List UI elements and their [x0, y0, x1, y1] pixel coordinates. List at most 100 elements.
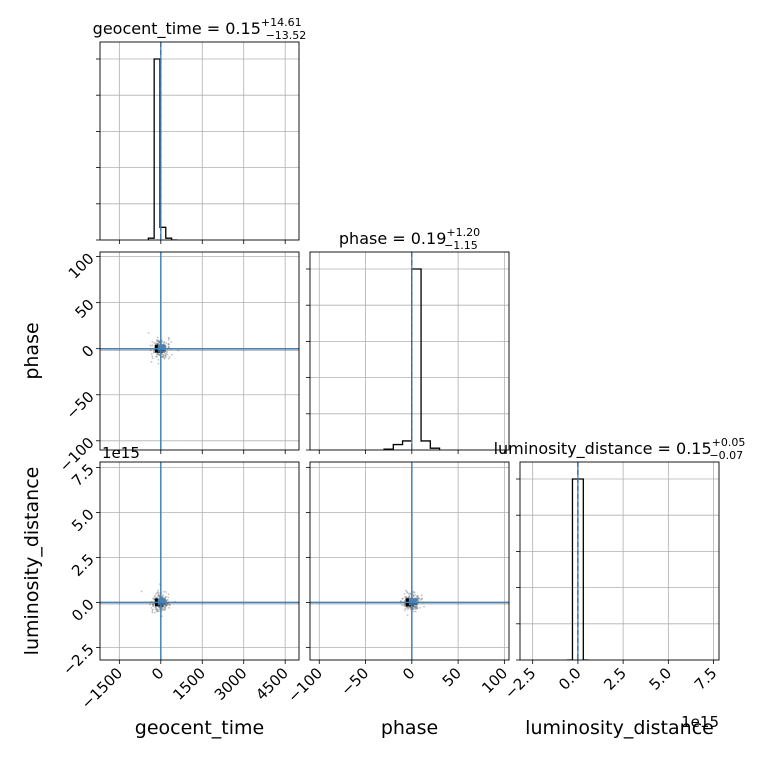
x-tick-label: −1500 — [78, 664, 127, 713]
sample-point — [163, 607, 166, 610]
sample-point — [417, 598, 420, 601]
panel-phase-phase — [310, 252, 509, 450]
x-axis-label-luminosity_distance: luminosity_distance — [525, 717, 714, 739]
sample-point — [412, 607, 415, 609]
sample-point — [162, 355, 165, 358]
sample-point — [401, 597, 404, 600]
sample-point — [165, 356, 167, 358]
sample-point — [167, 357, 170, 360]
axes-frame — [99, 251, 300, 451]
sample-point — [157, 592, 160, 594]
sample-point — [164, 606, 167, 608]
sample-point — [150, 607, 153, 609]
sample-point — [163, 341, 166, 343]
sample-point — [157, 339, 160, 342]
sample-point — [154, 608, 157, 611]
sample-point — [158, 341, 160, 344]
x-tick-label: 1500 — [169, 664, 209, 704]
sample-point — [415, 606, 418, 609]
sample-point — [420, 598, 423, 600]
sample-point — [412, 594, 415, 597]
sample-point — [157, 342, 159, 345]
y-tick-label: −50 — [63, 388, 98, 423]
sample-point — [415, 606, 418, 609]
sample-point — [406, 590, 408, 593]
sample-point — [403, 604, 406, 606]
sample-point — [163, 357, 166, 360]
sample-point — [167, 593, 170, 596]
sample-point — [168, 337, 170, 340]
x-offset-label: 1e15 — [681, 713, 719, 731]
sample-point — [164, 596, 167, 599]
sample-point — [162, 606, 165, 608]
sample-point — [167, 339, 170, 341]
sample-point — [414, 605, 417, 608]
sample-point — [404, 596, 407, 599]
sample-point — [161, 595, 164, 598]
y-tick-label: −2.5 — [59, 640, 97, 678]
sample-point — [157, 589, 160, 592]
histogram-geocent_time — [147, 58, 178, 240]
sample-point — [165, 599, 168, 602]
title-plus: +0.05 — [712, 436, 746, 449]
sample-point — [158, 610, 161, 613]
y-tick-label: 5.0 — [68, 505, 98, 535]
sample-point — [156, 610, 159, 613]
sample-point — [150, 353, 153, 355]
sample-point — [153, 597, 155, 600]
sample-point — [414, 610, 417, 613]
sample-point — [405, 596, 408, 599]
sample-point — [412, 593, 415, 596]
x-tick-label: −50 — [337, 664, 372, 699]
y-tick-label: 0 — [78, 342, 97, 361]
y-offset-label: 1e15 — [102, 444, 140, 462]
sample-point — [423, 605, 425, 608]
title-plus: +14.61 — [261, 16, 302, 29]
title-minus: −1.15 — [444, 239, 478, 252]
sample-point — [164, 353, 166, 356]
sample-point — [403, 593, 406, 595]
sample-point — [162, 608, 165, 611]
sample-point — [408, 595, 410, 598]
y-tick-label: 100 — [65, 250, 98, 283]
sample-point — [157, 343, 160, 345]
title-minus: −0.07 — [709, 449, 743, 462]
sample-point — [154, 342, 157, 345]
sample-point — [405, 589, 407, 592]
sample-point — [155, 339, 158, 341]
sample-point — [161, 596, 164, 599]
sample-point — [152, 608, 154, 611]
sample-point — [409, 606, 412, 609]
x-tick-label: 0.0 — [555, 664, 585, 694]
sample-point — [152, 605, 155, 607]
sample-point — [155, 355, 158, 358]
sample-point — [418, 597, 420, 600]
sample-point — [151, 341, 154, 343]
sample-point — [169, 603, 171, 606]
sample-point — [407, 606, 410, 609]
sample-point — [167, 345, 170, 348]
sample-point — [156, 340, 159, 343]
sample-point — [165, 604, 168, 606]
sample-point — [164, 596, 167, 598]
sample-point — [416, 597, 419, 599]
sample-point — [152, 605, 154, 607]
sample-point — [151, 355, 154, 358]
sample-point — [157, 594, 160, 596]
sample-point — [161, 356, 164, 359]
sample-point — [412, 591, 415, 594]
panel-luminosity_distance-phase — [310, 462, 509, 660]
sample-point — [164, 607, 167, 609]
sample-point — [156, 340, 159, 343]
sample-point — [162, 342, 165, 345]
sample-point — [157, 353, 160, 356]
sample-point — [162, 355, 165, 358]
sample-point — [153, 351, 155, 354]
title-main: phase = 0.19 — [339, 229, 446, 248]
panel-phase-geocent_time — [100, 252, 299, 450]
sample-point — [153, 596, 156, 598]
sample-point — [156, 592, 158, 595]
sample-point — [156, 591, 159, 594]
sample-point — [157, 609, 159, 612]
